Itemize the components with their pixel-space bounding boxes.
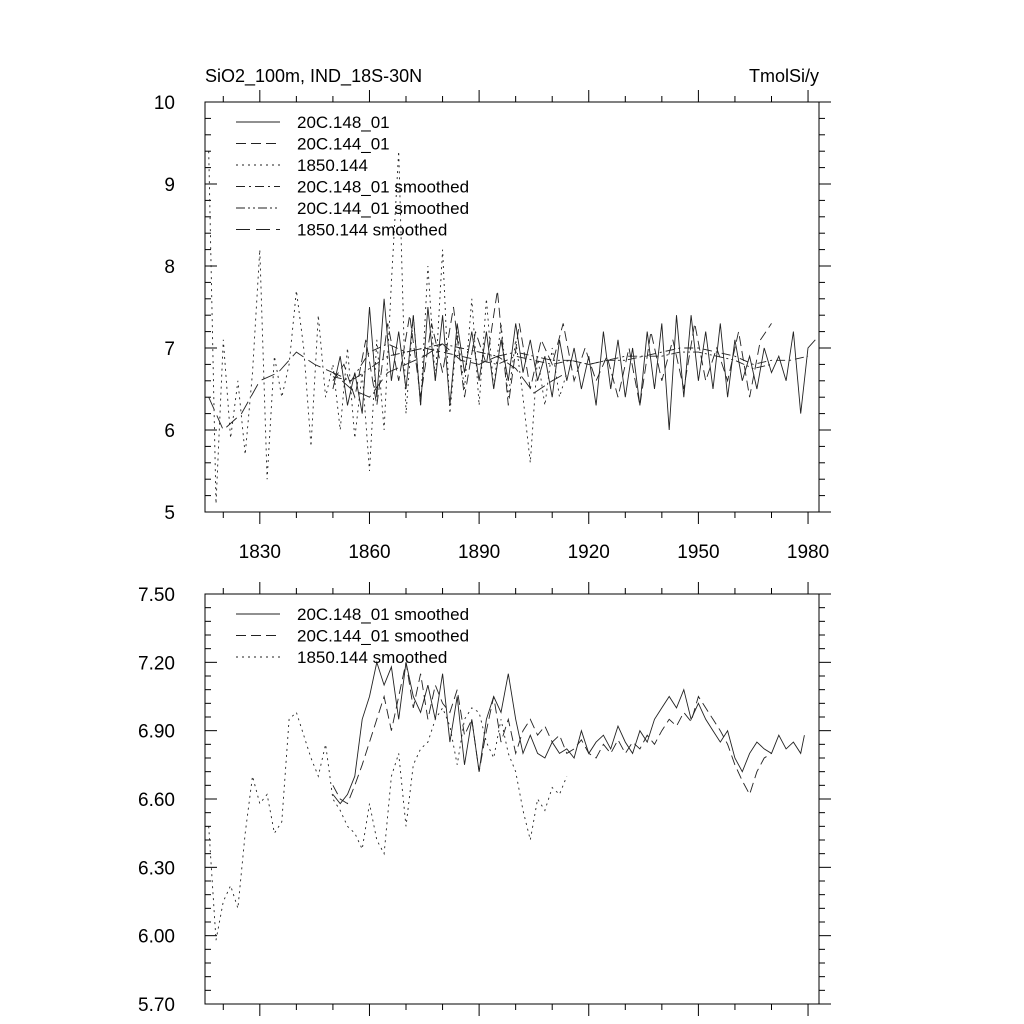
legend-entry: 1850.144 [297, 156, 368, 175]
x-tick-label: 1950 [677, 542, 719, 563]
y-tick-label: 9 [164, 175, 175, 196]
series-line-0 [332, 298, 816, 431]
y-tick-label: 7 [164, 339, 175, 360]
series-line-1 [332, 290, 772, 406]
y-tick-label: 7.20 [138, 653, 175, 674]
series-line-2 [208, 706, 568, 941]
y-tick-label: 6.60 [138, 790, 175, 811]
x-tick-label: 1920 [568, 542, 610, 563]
legend-entry: 1850.144 smoothed [297, 648, 447, 667]
y-tick-label: 6.30 [138, 858, 175, 879]
y-tick-label: 8 [164, 257, 175, 278]
series-line-2 [208, 151, 568, 504]
series-line-0 [332, 660, 805, 805]
top-chart-title: SiO2_100m, IND_18S-30N [205, 66, 422, 87]
legend-entry: 1850.144 smoothed [297, 221, 447, 240]
top-chart-units: TmolSi/y [749, 66, 819, 86]
y-tick-label: 5 [164, 503, 175, 524]
top-chart-panel: SiO2_100m, IND_18S-30N TmolSi/y 1830 1860… [154, 66, 831, 563]
legend-entry: 20C.144_01 [297, 135, 390, 154]
series-line-3 [332, 343, 809, 382]
x-tick-label: 1830 [239, 542, 281, 563]
bottom-chart-panel: 5.70 6.00 6.30 6.60 6.90 7.20 7.50 20C.148_01 … [138, 582, 831, 1016]
y-tick-label: 6.00 [138, 927, 175, 948]
x-tick-label: 1890 [458, 542, 500, 563]
legend-entry: 20C.144_01 smoothed [297, 627, 469, 646]
y-tick-label: 6 [164, 421, 175, 442]
series-line-5 [208, 343, 568, 431]
y-tick-label: 10 [154, 93, 175, 114]
legend-entry: 20C.144_01 smoothed [297, 199, 469, 218]
x-tick-label: 1980 [787, 542, 829, 563]
y-tick-label: 6.90 [138, 722, 175, 743]
series-line-4 [332, 343, 772, 382]
legend-entry: 20C.148_01 smoothed [297, 178, 469, 197]
x-tick-label: 1860 [348, 542, 390, 563]
legend-entry: 20C.148_01 smoothed [297, 605, 469, 624]
y-tick-label: 5.70 [138, 995, 175, 1016]
y-tick-label: 7.50 [138, 585, 175, 606]
series-line-1 [332, 662, 772, 805]
top-chart-frame [204, 101, 820, 513]
legend-entry: 20C.148_01 [297, 113, 390, 132]
